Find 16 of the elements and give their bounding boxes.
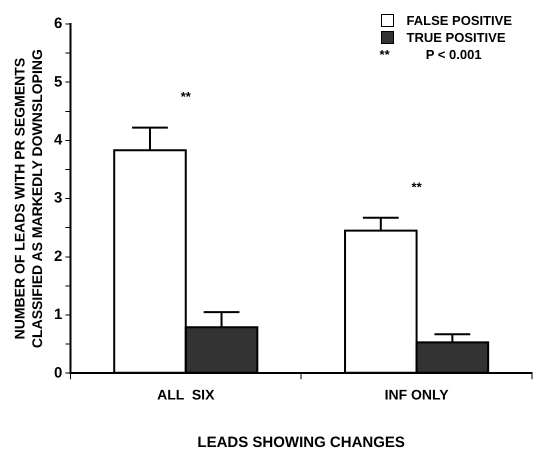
- legend-label: TRUE POSITIVE: [406, 29, 506, 46]
- y-tick-label: 2: [54, 248, 62, 265]
- y-tick-label: 1: [54, 306, 62, 324]
- y-tick-label: 3: [54, 190, 62, 207]
- y-tick-label: 5: [54, 73, 62, 90]
- x-axis-title: LEADS SHOWING CHANGES: [197, 434, 405, 452]
- y-tick-label: 0: [54, 364, 62, 382]
- legend-label: FALSE POSITIVE: [406, 12, 512, 29]
- annotation: ** P < 0.001: [380, 46, 483, 63]
- annotation: **: [180, 89, 192, 104]
- y-tick-label: 6: [54, 15, 62, 32]
- annotation: **: [412, 179, 423, 194]
- y-axis-title: NUMBER OF LEADS WITH PR SEGMENTS CLASSIFIED AS MARKEDLY DOWNSLOPING: [12, 49, 46, 348]
- y-tick-label: 4: [54, 132, 63, 149]
- x-tick-label: INF ONLY: [384, 386, 450, 402]
- x-tick-label: ALL SIX: [157, 386, 216, 402]
